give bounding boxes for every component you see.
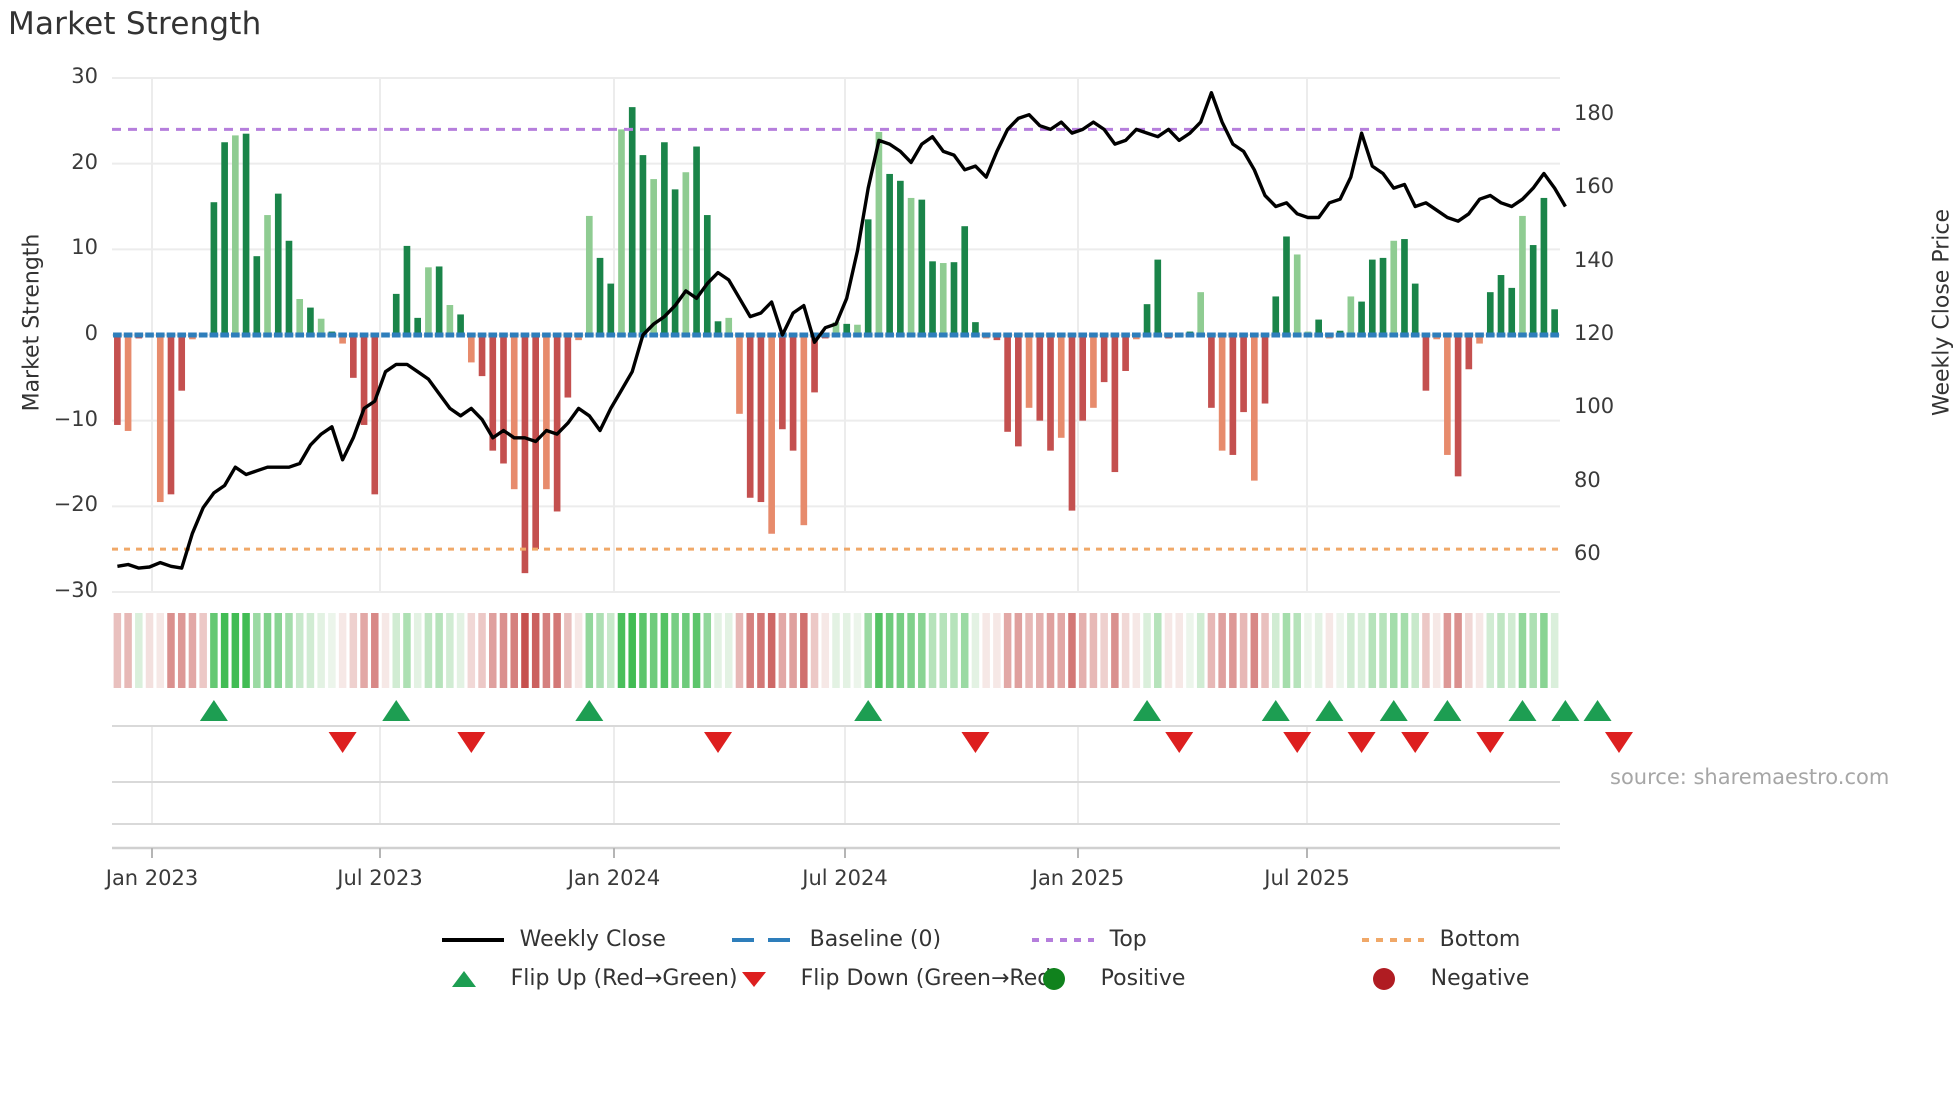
y-axis-right-tick: 100 [1574, 394, 1615, 419]
legend-item-flip-up[interactable]: Flip Up (Red→Green) [431, 966, 738, 991]
legend-row-1: Weekly Close Baseline (0) Top Bottom [0, 920, 1960, 959]
dashed-line-icon [730, 928, 796, 952]
y-axis-left-tick: −20 [53, 492, 98, 517]
y-axis-left-tick: 10 [71, 235, 98, 260]
triangle-up-icon [431, 967, 497, 991]
solid-line-icon [440, 928, 506, 952]
legend-label-flip-down: Flip Down (Green→Red) [800, 966, 1060, 991]
legend-label-bottom: Bottom [1439, 927, 1521, 952]
y-axis-left-tick: −30 [53, 578, 98, 602]
legend-label-top: Top [1109, 927, 1147, 952]
legend-item-top[interactable]: Top [1030, 927, 1360, 952]
y-axis-right-tick: 180 [1574, 100, 1615, 125]
legend-item-flip-down[interactable]: Flip Down (Green→Red) [721, 966, 1060, 991]
y-axis-right-tick: 60 [1574, 541, 1601, 566]
circle-icon [1021, 967, 1087, 991]
legend-item-baseline[interactable]: Baseline (0) [730, 927, 1030, 952]
legend-label-positive: Positive [1100, 966, 1186, 991]
dotted-line-icon [1360, 928, 1426, 952]
x-axis-tick: Jul 2023 [337, 866, 423, 890]
triangle-down-icon [721, 967, 787, 991]
y-axis-left-tick: 20 [71, 149, 98, 174]
circle-icon [1351, 967, 1417, 991]
y-axis-left-tick: 30 [71, 64, 98, 88]
x-axis-tick: Jan 2024 [567, 866, 661, 890]
legend-item-positive[interactable]: Positive [1021, 966, 1351, 991]
legend-row-2: Flip Up (Red→Green) Flip Down (Green→Red… [0, 959, 1960, 998]
page-title: Market Strength [8, 6, 262, 42]
source-note: source: sharemaestro.com [1610, 765, 1890, 789]
dotted-line-icon [1030, 928, 1096, 952]
plot-canvas [112, 77, 1633, 858]
y-axis-right-tick: 120 [1574, 321, 1615, 345]
x-axis-tick: Jan 2023 [105, 866, 199, 890]
legend-label-negative: Negative [1430, 966, 1530, 991]
y-axis-left-tick: −10 [53, 406, 98, 431]
y-axis-left-tick: 0 [84, 321, 98, 345]
y-axis-right-tick: 160 [1574, 174, 1615, 199]
legend-item-negative[interactable]: Negative [1351, 966, 1530, 991]
legend-item-weekly-close[interactable]: Weekly Close [440, 927, 730, 952]
legend-label-baseline: Baseline (0) [809, 927, 942, 952]
chart-legend: Weekly Close Baseline (0) Top Bottom [0, 920, 1960, 998]
legend-label-flip-up: Flip Up (Red→Green) [510, 966, 738, 991]
x-axis-tick: Jul 2024 [802, 866, 888, 890]
y-axis-right-tick: 140 [1574, 247, 1615, 272]
x-axis-tick: Jan 2025 [1031, 866, 1125, 890]
x-axis-tick: Jul 2025 [1264, 866, 1350, 890]
legend-item-bottom[interactable]: Bottom [1360, 927, 1521, 952]
legend-label-weekly-close: Weekly Close [519, 927, 666, 952]
y-axis-right-tick: 80 [1574, 467, 1601, 492]
